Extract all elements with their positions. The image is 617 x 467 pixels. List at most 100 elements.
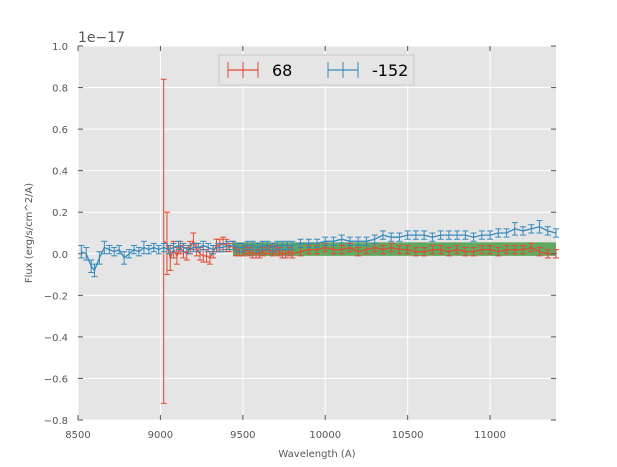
- error-bar-1-24: [195, 242, 202, 253]
- y-axis-label: Flux (erg/s/cm^2/A): [24, 183, 35, 283]
- error-bar-1-49: [338, 234, 345, 244]
- error-bar-1-15: [150, 242, 157, 253]
- error-bar-0-53: [404, 244, 411, 255]
- error-bar-1-16: [155, 244, 162, 255]
- error-bar-1-55: [388, 232, 395, 242]
- error-bar-1-31: [229, 240, 236, 251]
- legend-label-68: 68: [272, 61, 292, 80]
- error-bar-1-4: [96, 251, 103, 265]
- error-bar-1-6: [106, 244, 113, 255]
- error-bar-1-25: [200, 240, 207, 251]
- error-bar-0-66: [511, 244, 518, 255]
- error-bar-0-57: [437, 244, 444, 255]
- error-bar-1-9: [121, 251, 128, 265]
- series-line-0: [163, 239, 556, 261]
- error-bar-0-51: [388, 242, 395, 253]
- error-bar-0-64: [495, 247, 502, 257]
- error-bar-1-21: [180, 242, 187, 253]
- error-bar-1-74: [544, 226, 551, 236]
- axis-offset-text: 1e−17: [78, 30, 125, 46]
- error-bar-1-44: [297, 238, 304, 249]
- legend-label-152: -152: [372, 61, 408, 80]
- y-tick-label-7: 0.6: [52, 125, 68, 136]
- legend: 68 -152: [218, 54, 415, 86]
- error-bar-1-10: [126, 249, 133, 259]
- error-bar-1-8: [116, 244, 123, 255]
- error-bar-1-61: [437, 230, 444, 240]
- error-bar-0-62: [478, 244, 485, 255]
- error-bar-1-71: [520, 226, 527, 236]
- error-bar-1-26: [205, 242, 212, 253]
- legend-marker-152: [327, 62, 359, 78]
- x-tick-label-4: 10500: [392, 430, 424, 441]
- error-bar-0-1: [164, 211, 171, 276]
- y-tick-label-4: 0.0: [52, 250, 68, 261]
- error-bar-1-11: [131, 244, 138, 255]
- error-bar-1-69: [503, 228, 510, 238]
- error-bar-1-52: [363, 236, 370, 246]
- error-bar-1-19: [170, 242, 177, 253]
- error-bar-0-55: [421, 247, 428, 257]
- error-bar-0-65: [503, 244, 510, 255]
- error-bar-1-63: [454, 230, 461, 240]
- error-bar-1-35: [249, 240, 256, 251]
- series-line-1: [81, 226, 557, 272]
- error-bar-1-54: [379, 230, 386, 240]
- error-bar-1-72: [528, 224, 535, 234]
- y-tick-label-9: 1.0: [52, 42, 68, 53]
- error-bar-1-43: [289, 240, 296, 251]
- error-bar-0-67: [520, 244, 527, 255]
- error-bar-1-29: [220, 242, 227, 253]
- error-bar-1-46: [314, 238, 320, 249]
- error-bar-1-50: [346, 236, 353, 246]
- error-bar-1-59: [421, 230, 428, 240]
- x-axis: 8500 9000 9500 10000 10500 11000: [65, 46, 506, 441]
- error-bar-1-64: [462, 230, 469, 240]
- y-tick-label-8: 0.8: [52, 84, 68, 95]
- error-bar-1-12: [135, 247, 142, 257]
- error-bar-0-68: [528, 242, 535, 253]
- y-tick-label-2: −0.4: [44, 333, 68, 344]
- y-tick-label-0: −0.8: [44, 416, 68, 427]
- x-tick-label-5: 11000: [474, 430, 506, 441]
- error-bar-1-65: [470, 232, 477, 242]
- plot-background: [78, 46, 556, 420]
- error-bar-1-56: [396, 232, 403, 242]
- error-bar-0-63: [487, 244, 494, 255]
- error-bar-1-60: [429, 232, 436, 242]
- error-bar-0-50: [379, 244, 386, 255]
- error-bar-1-68: [495, 228, 502, 238]
- y-tick-label-5: 0.2: [52, 208, 68, 219]
- error-bar-0-56: [429, 244, 436, 255]
- error-bar-1-70: [511, 222, 518, 236]
- error-bar-1-38: [264, 240, 271, 251]
- x-tick-label-2: 9500: [230, 430, 255, 441]
- error-bar-1-67: [487, 230, 494, 240]
- error-bar-0-69: [536, 247, 543, 257]
- error-bar-0-45: [338, 244, 345, 255]
- error-bar-1-36: [254, 242, 261, 253]
- y-axis: −0.8 −0.6 −0.4 −0.2 0.0 0.2 0.4 0.6 0.8 1.0: [44, 42, 556, 427]
- error-bar-1-45: [305, 238, 312, 249]
- error-bar-0-58: [445, 247, 452, 257]
- y-tick-label-3: −0.2: [44, 291, 68, 302]
- error-bar-1-53: [371, 234, 378, 244]
- error-bar-1-2: [88, 259, 95, 273]
- error-bar-1-66: [478, 230, 485, 240]
- y-tick-label-6: 0.4: [52, 167, 68, 178]
- legend-marker-68: [227, 62, 259, 78]
- error-bar-1-73: [536, 220, 543, 234]
- x-tick-label-1: 9000: [148, 430, 173, 441]
- error-bar-1-39: [269, 242, 276, 253]
- green-band-rect: [232, 242, 556, 256]
- error-bar-1-22: [185, 244, 192, 255]
- error-bar-0-47: [355, 247, 362, 257]
- error-bar-1-20: [175, 240, 182, 251]
- error-bar-1-75: [553, 228, 559, 238]
- error-bar-1-33: [239, 242, 246, 253]
- series-1: [78, 220, 559, 278]
- series-layer: [78, 78, 559, 404]
- error-bar-0-60: [462, 247, 469, 257]
- x-tick-label-0: 8500: [65, 430, 90, 441]
